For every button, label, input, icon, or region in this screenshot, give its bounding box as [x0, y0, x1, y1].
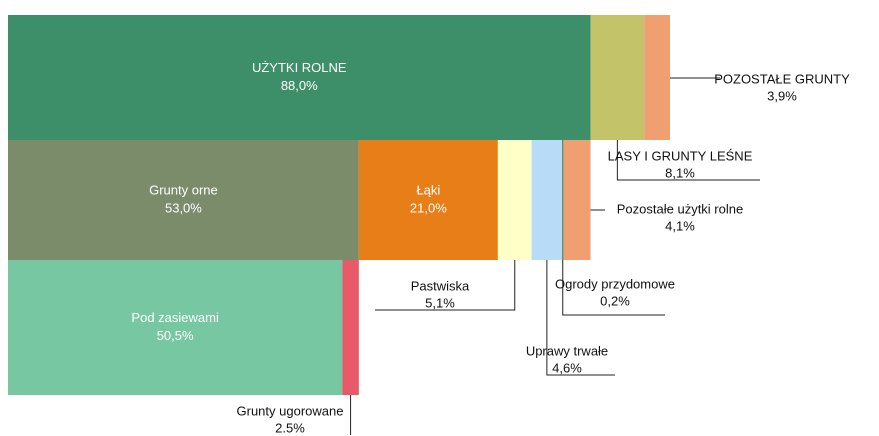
segment-label: Ogrody przydomowe: [555, 276, 675, 291]
segment-label: POZOSTAŁE GRUNTY: [714, 71, 850, 86]
segment: [8, 15, 591, 140]
segment-label: UŻYTKI ROLNE: [252, 60, 347, 75]
segment-label: Pozostałe użytki rolne: [617, 201, 743, 216]
segment: [342, 260, 359, 395]
leader-line: [616, 140, 760, 181]
segment-label: Pod zasiewami: [131, 310, 219, 325]
segment-label: Pastwiska: [411, 278, 470, 293]
segment: [590, 15, 645, 140]
value-label: 5,1%: [425, 295, 455, 310]
segment: [358, 140, 498, 260]
value-label: 4,1%: [665, 218, 695, 233]
value-label: 50,5%: [157, 328, 194, 343]
segment-label: LASY I GRUNTY LEŚNE: [608, 148, 753, 163]
value-label: 88,0%: [281, 78, 318, 93]
leader-line: [546, 260, 615, 376]
value-label: 53,0%: [165, 200, 202, 215]
segment: [8, 140, 359, 260]
value-label: 21,0%: [410, 200, 447, 215]
segment: [531, 140, 563, 260]
segment: [563, 140, 591, 260]
segment: [562, 140, 564, 260]
value-label: 3,9%: [767, 88, 797, 103]
segment: [644, 15, 670, 140]
value-label: 2.5%: [275, 420, 305, 435]
segment-label: Łąki: [416, 182, 440, 197]
segment: [8, 260, 343, 395]
value-label: 8,1%: [665, 165, 695, 180]
segment-label: Uprawy trwałe: [526, 343, 608, 358]
value-label: 4,6%: [552, 360, 582, 375]
segment-label: Grunty orne: [149, 182, 218, 197]
leader-line: [562, 260, 665, 316]
leader-line: [375, 260, 516, 311]
segment-label: Grunty ugorowane: [237, 403, 344, 418]
value-label: 0,2%: [600, 293, 630, 308]
segment: [497, 140, 532, 260]
